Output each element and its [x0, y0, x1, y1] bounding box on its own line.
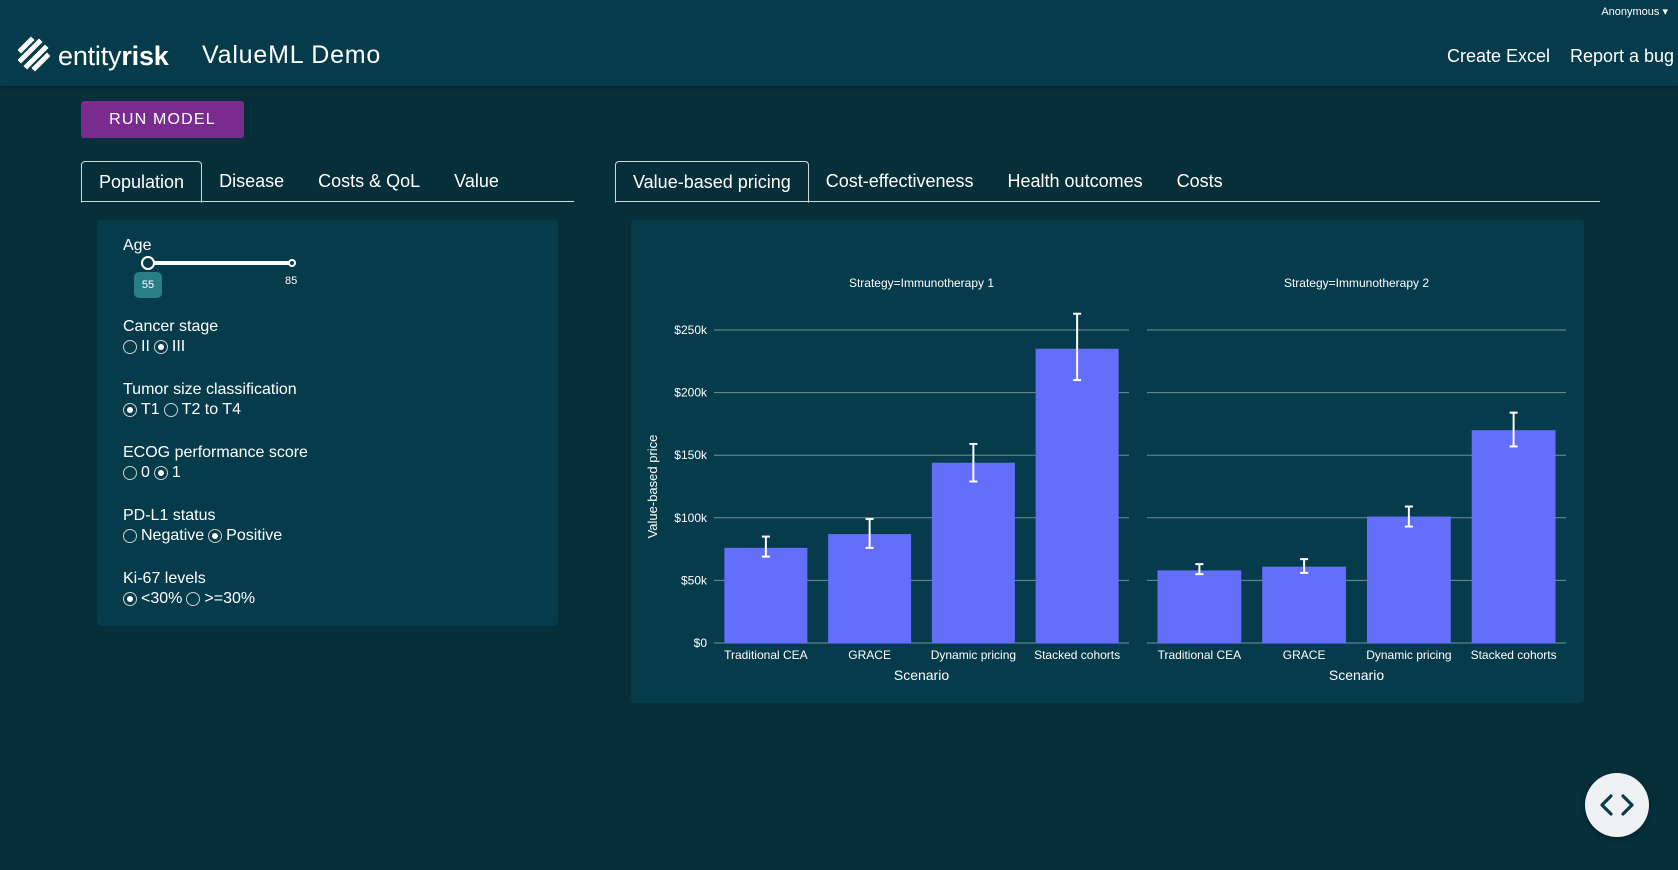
x-tick-label: Traditional CEA: [724, 648, 808, 662]
logo-text-light: entity: [58, 40, 122, 71]
radio-stage-iii[interactable]: [153, 340, 168, 354]
facet-title: Strategy=Immunotherapy 2: [1284, 276, 1429, 290]
user-menu[interactable]: Anonymous ▾: [1601, 6, 1668, 18]
ecog-label: ECOG performance score: [123, 444, 308, 461]
tab-disease[interactable]: Disease: [219, 171, 285, 191]
radio-ki67-low[interactable]: [123, 592, 137, 606]
bar: [1035, 348, 1119, 643]
radio-t1[interactable]: [123, 403, 137, 417]
x-tick-label: Traditional CEA: [1158, 648, 1242, 662]
age-slider-max-label: 85: [285, 275, 298, 287]
tumor-size-radio-group: T1 T2 to T4: [123, 401, 245, 419]
age-slider-value: 55: [134, 272, 162, 298]
facet-title: Strategy=Immunotherapy 1: [849, 276, 994, 290]
tab-value-based-pricing[interactable]: Value-based pricing: [615, 161, 809, 203]
radio-ki67-low-label: <30%: [141, 590, 183, 607]
logo-mark-icon: [18, 36, 50, 72]
radio-ki67-high-label: >=30%: [204, 590, 256, 607]
report-bug-link[interactable]: Report a bug: [1570, 46, 1675, 66]
tab-population[interactable]: Population: [81, 161, 203, 203]
radio-pdl1-positive[interactable]: [208, 529, 223, 543]
x-axis-title: Scenario: [1329, 667, 1384, 683]
radio-t1-label: T1: [141, 401, 160, 418]
code-toggle-button[interactable]: [1585, 773, 1649, 837]
pdl1-radio-group: Negative Positive: [123, 527, 286, 545]
age-slider-handle[interactable]: [141, 256, 155, 270]
logo-text-bold: risk: [121, 40, 169, 71]
tab-costs-qol[interactable]: Costs & QoL: [318, 171, 421, 191]
value-based-pricing-chart[interactable]: Value-based price $0 $50k $100k $150k $200k $2…: [631, 220, 1584, 703]
pdl1-label: PD-L1 status: [123, 507, 216, 524]
value-based-pricing-chart-panel: Value-based price $0 $50k $100k $150k $200k $2…: [631, 220, 1584, 703]
y-tick-label: $0: [694, 636, 708, 650]
entityrisk-logo[interactable]: entityrisk: [18, 36, 169, 76]
radio-ecog-1[interactable]: [153, 466, 168, 480]
output-tabs: Value-based pricing Cost-effectiveness H…: [615, 161, 1600, 203]
logo-text: entityrisk: [58, 41, 169, 72]
x-tick-label: Dynamic pricing: [1366, 648, 1451, 662]
x-axis-title: Scenario: [894, 667, 949, 683]
x-tick-label: GRACE: [848, 648, 891, 662]
tab-cost-effectiveness[interactable]: Cost-effectiveness: [825, 171, 974, 191]
bar: [724, 547, 808, 643]
x-tick-label: Dynamic pricing: [931, 648, 1016, 662]
radio-stage-ii[interactable]: [123, 340, 137, 354]
bar: [1157, 570, 1242, 643]
radio-ki67-high[interactable]: [186, 592, 201, 606]
age-label: Age: [123, 237, 152, 254]
radio-t2-t4-label: T2 to T4: [181, 401, 241, 418]
bar: [1262, 566, 1347, 643]
radio-pdl1-positive-label: Positive: [226, 527, 283, 544]
radio-ecog-0[interactable]: [123, 466, 137, 480]
bar: [1366, 516, 1451, 643]
radio-stage-ii-label: II: [141, 338, 150, 355]
radio-ecog-0-label: 0: [141, 464, 150, 481]
tab-costs[interactable]: Costs: [1176, 171, 1223, 191]
cancer-stage-label: Cancer stage: [123, 318, 219, 335]
y-tick-label: $150k: [674, 448, 708, 462]
app-title: ValueML Demo: [202, 41, 382, 69]
y-tick-label: $50k: [681, 573, 708, 587]
y-axis-title: Value-based price: [645, 435, 660, 539]
x-tick-label: GRACE: [1283, 648, 1326, 662]
ki67-label: Ki-67 levels: [123, 570, 206, 587]
tab-health-outcomes[interactable]: Health outcomes: [1007, 171, 1143, 191]
bar: [828, 534, 912, 643]
bar: [931, 462, 1015, 643]
x-tick-label: Stacked cohorts: [1034, 648, 1120, 662]
run-model-button[interactable]: RUN MODEL: [81, 101, 244, 138]
radio-pdl1-negative[interactable]: [123, 529, 137, 543]
ki67-radio-group: <30% >=30%: [123, 590, 259, 608]
tab-value[interactable]: Value: [454, 171, 499, 191]
top-navbar: Anonymous ▾ entityrisk ValueML Demo Crea…: [0, 0, 1678, 86]
radio-pdl1-negative-label: Negative: [141, 527, 205, 544]
radio-stage-iii-label: III: [171, 338, 186, 355]
cancer-stage-radio-group: II III: [123, 338, 189, 356]
population-panel: Age 55 85 Cancer stage II III Tumor size…: [97, 220, 558, 626]
y-tick-label: $200k: [674, 386, 708, 400]
y-tick-label: $100k: [674, 511, 708, 525]
age-slider-track[interactable]: [147, 261, 291, 265]
tumor-size-label: Tumor size classification: [123, 381, 297, 398]
bar: [1471, 430, 1556, 643]
input-tabs: Population Disease Costs & QoL Value: [81, 161, 574, 203]
create-excel-link[interactable]: Create Excel: [1447, 46, 1551, 66]
radio-t2-t4[interactable]: [163, 403, 178, 417]
age-slider-max-handle[interactable]: [288, 259, 296, 267]
ecog-radio-group: 0 1: [123, 464, 185, 482]
radio-ecog-1-label: 1: [171, 464, 181, 481]
x-tick-label: Stacked cohorts: [1471, 648, 1557, 662]
code-icon: [1600, 794, 1634, 816]
y-tick-label: $250k: [674, 323, 708, 337]
